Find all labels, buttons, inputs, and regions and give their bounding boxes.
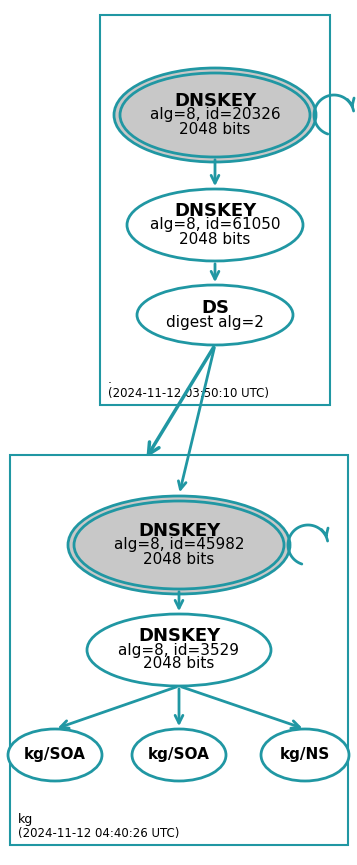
Text: DNSKEY: DNSKEY (174, 202, 256, 220)
Ellipse shape (68, 496, 290, 594)
Text: 2048 bits: 2048 bits (143, 657, 215, 671)
Ellipse shape (114, 68, 316, 162)
Ellipse shape (127, 189, 303, 261)
Text: kg/NS: kg/NS (280, 747, 330, 763)
Ellipse shape (132, 729, 226, 781)
Text: DNSKEY: DNSKEY (138, 627, 220, 645)
Text: DS: DS (201, 299, 229, 317)
Text: 2048 bits: 2048 bits (143, 552, 215, 567)
Ellipse shape (137, 285, 293, 345)
Text: digest alg=2: digest alg=2 (166, 315, 264, 330)
Text: DNSKEY: DNSKEY (138, 522, 220, 540)
Ellipse shape (120, 73, 310, 157)
Text: kg/SOA: kg/SOA (148, 747, 210, 763)
Text: (2024-11-12 04:40:26 UTC): (2024-11-12 04:40:26 UTC) (18, 827, 179, 840)
Bar (10, 455, 348, 845)
Text: alg=8, id=45982: alg=8, id=45982 (114, 537, 244, 553)
Text: alg=8, id=3529: alg=8, id=3529 (119, 643, 240, 657)
Text: alg=8, id=61050: alg=8, id=61050 (150, 217, 280, 233)
Text: (2024-11-12 03:50:10 UTC): (2024-11-12 03:50:10 UTC) (108, 387, 269, 400)
Ellipse shape (74, 501, 284, 589)
Text: alg=8, id=20326: alg=8, id=20326 (150, 107, 280, 123)
Text: .: . (108, 373, 112, 386)
Bar (100, 15, 330, 405)
Ellipse shape (261, 729, 349, 781)
Text: kg: kg (18, 813, 33, 826)
Text: DNSKEY: DNSKEY (174, 92, 256, 110)
Text: 2048 bits: 2048 bits (179, 232, 251, 247)
Text: 2048 bits: 2048 bits (179, 121, 251, 137)
Text: kg/SOA: kg/SOA (24, 747, 86, 763)
Ellipse shape (87, 614, 271, 686)
Ellipse shape (8, 729, 102, 781)
